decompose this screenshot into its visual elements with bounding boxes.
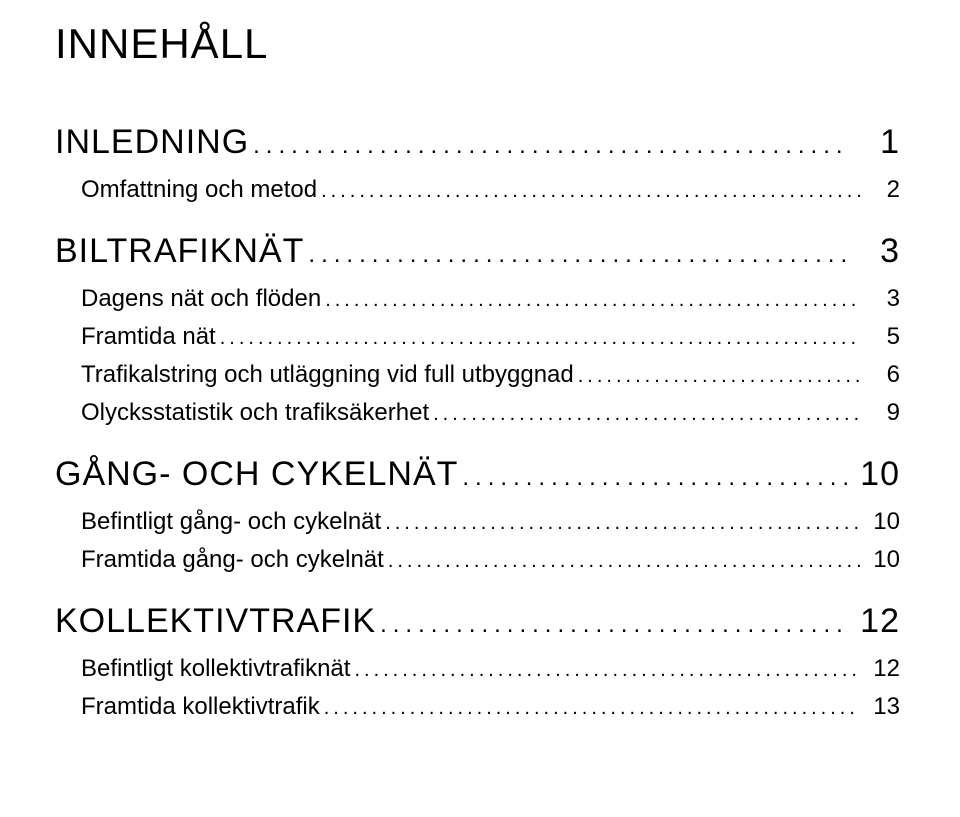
toc-section-page: 10 (852, 455, 900, 494)
toc-sub-row: Trafikalstring och utläggning vid full u… (81, 361, 900, 389)
leader-dots (388, 546, 860, 574)
toc-sub-label: Framtida gång- och cykelnät (81, 546, 384, 574)
leader-dots (578, 361, 860, 389)
toc-section-page: 12 (852, 602, 900, 641)
toc-sub-row: Befintligt kollektivtrafiknät 12 (81, 655, 900, 683)
leader-dots (321, 176, 860, 204)
toc-sub-page: 5 (864, 323, 900, 351)
toc-sub-label: Olycksstatistik och trafiksäkerhet (81, 399, 429, 427)
leader-dots (220, 323, 860, 351)
leader-dots (462, 455, 848, 494)
toc-section-row: KOLLEKTIVTRAFIK 12 (55, 602, 900, 641)
toc-section-label: GÅNG- OCH CYKELNÄT (55, 455, 458, 494)
toc-sub-page: 6 (864, 361, 900, 389)
toc-sub-row: Framtida nät 5 (81, 323, 900, 351)
toc-sub-page: 2 (864, 176, 900, 204)
toc-sub-page: 12 (864, 655, 900, 683)
leader-dots (324, 693, 860, 721)
toc-section-row: GÅNG- OCH CYKELNÄT 10 (55, 455, 900, 494)
leader-dots (433, 399, 860, 427)
leader-dots (385, 508, 860, 536)
toc-sub-page: 10 (864, 508, 900, 536)
toc-sub-row: Framtida gång- och cykelnät 10 (81, 546, 900, 574)
toc-sub-label: Framtida kollektivtrafik (81, 693, 320, 721)
leader-dots (380, 602, 848, 641)
toc-sub-page: 13 (864, 693, 900, 721)
toc-sub-row: Olycksstatistik och trafiksäkerhet 9 (81, 399, 900, 427)
page: INNEHÅLL INLEDNING 1 Omfattning och metod 2… (0, 0, 960, 721)
toc-section-page: 3 (852, 232, 900, 271)
toc-sub-label: Befintligt kollektivtrafiknät (81, 655, 350, 683)
toc-sub-row: Befintligt gång- och cykelnät 10 (81, 508, 900, 536)
toc-sub-label: Trafikalstring och utläggning vid full u… (81, 361, 574, 389)
leader-dots (308, 232, 848, 271)
toc-section-label: BILTRAFIKNÄT (55, 232, 304, 271)
toc-sub-label: Befintligt gång- och cykelnät (81, 508, 381, 536)
toc-section-page: 1 (852, 123, 900, 162)
toc-sub-label: Dagens nät och flöden (81, 285, 321, 313)
toc-sub-page: 9 (864, 399, 900, 427)
leader-dots (253, 123, 848, 162)
toc-section-row: BILTRAFIKNÄT 3 (55, 232, 900, 271)
toc-section-label: KOLLEKTIVTRAFIK (55, 602, 376, 641)
table-of-contents: INLEDNING 1 Omfattning och metod 2 BILTRAFIK… (55, 123, 900, 721)
toc-sub-page: 10 (864, 546, 900, 574)
toc-sub-label: Omfattning och metod (81, 176, 317, 204)
toc-section-label: INLEDNING (55, 123, 249, 162)
leader-dots (354, 655, 860, 683)
toc-sub-row: Framtida kollektivtrafik 13 (81, 693, 900, 721)
toc-sub-row: Dagens nät och flöden 3 (81, 285, 900, 313)
toc-sub-page: 3 (864, 285, 900, 313)
toc-sub-label: Framtida nät (81, 323, 216, 351)
toc-section-row: INLEDNING 1 (55, 123, 900, 162)
leader-dots (325, 285, 860, 313)
page-title: INNEHÅLL (55, 20, 900, 68)
toc-sub-row: Omfattning och metod 2 (81, 176, 900, 204)
